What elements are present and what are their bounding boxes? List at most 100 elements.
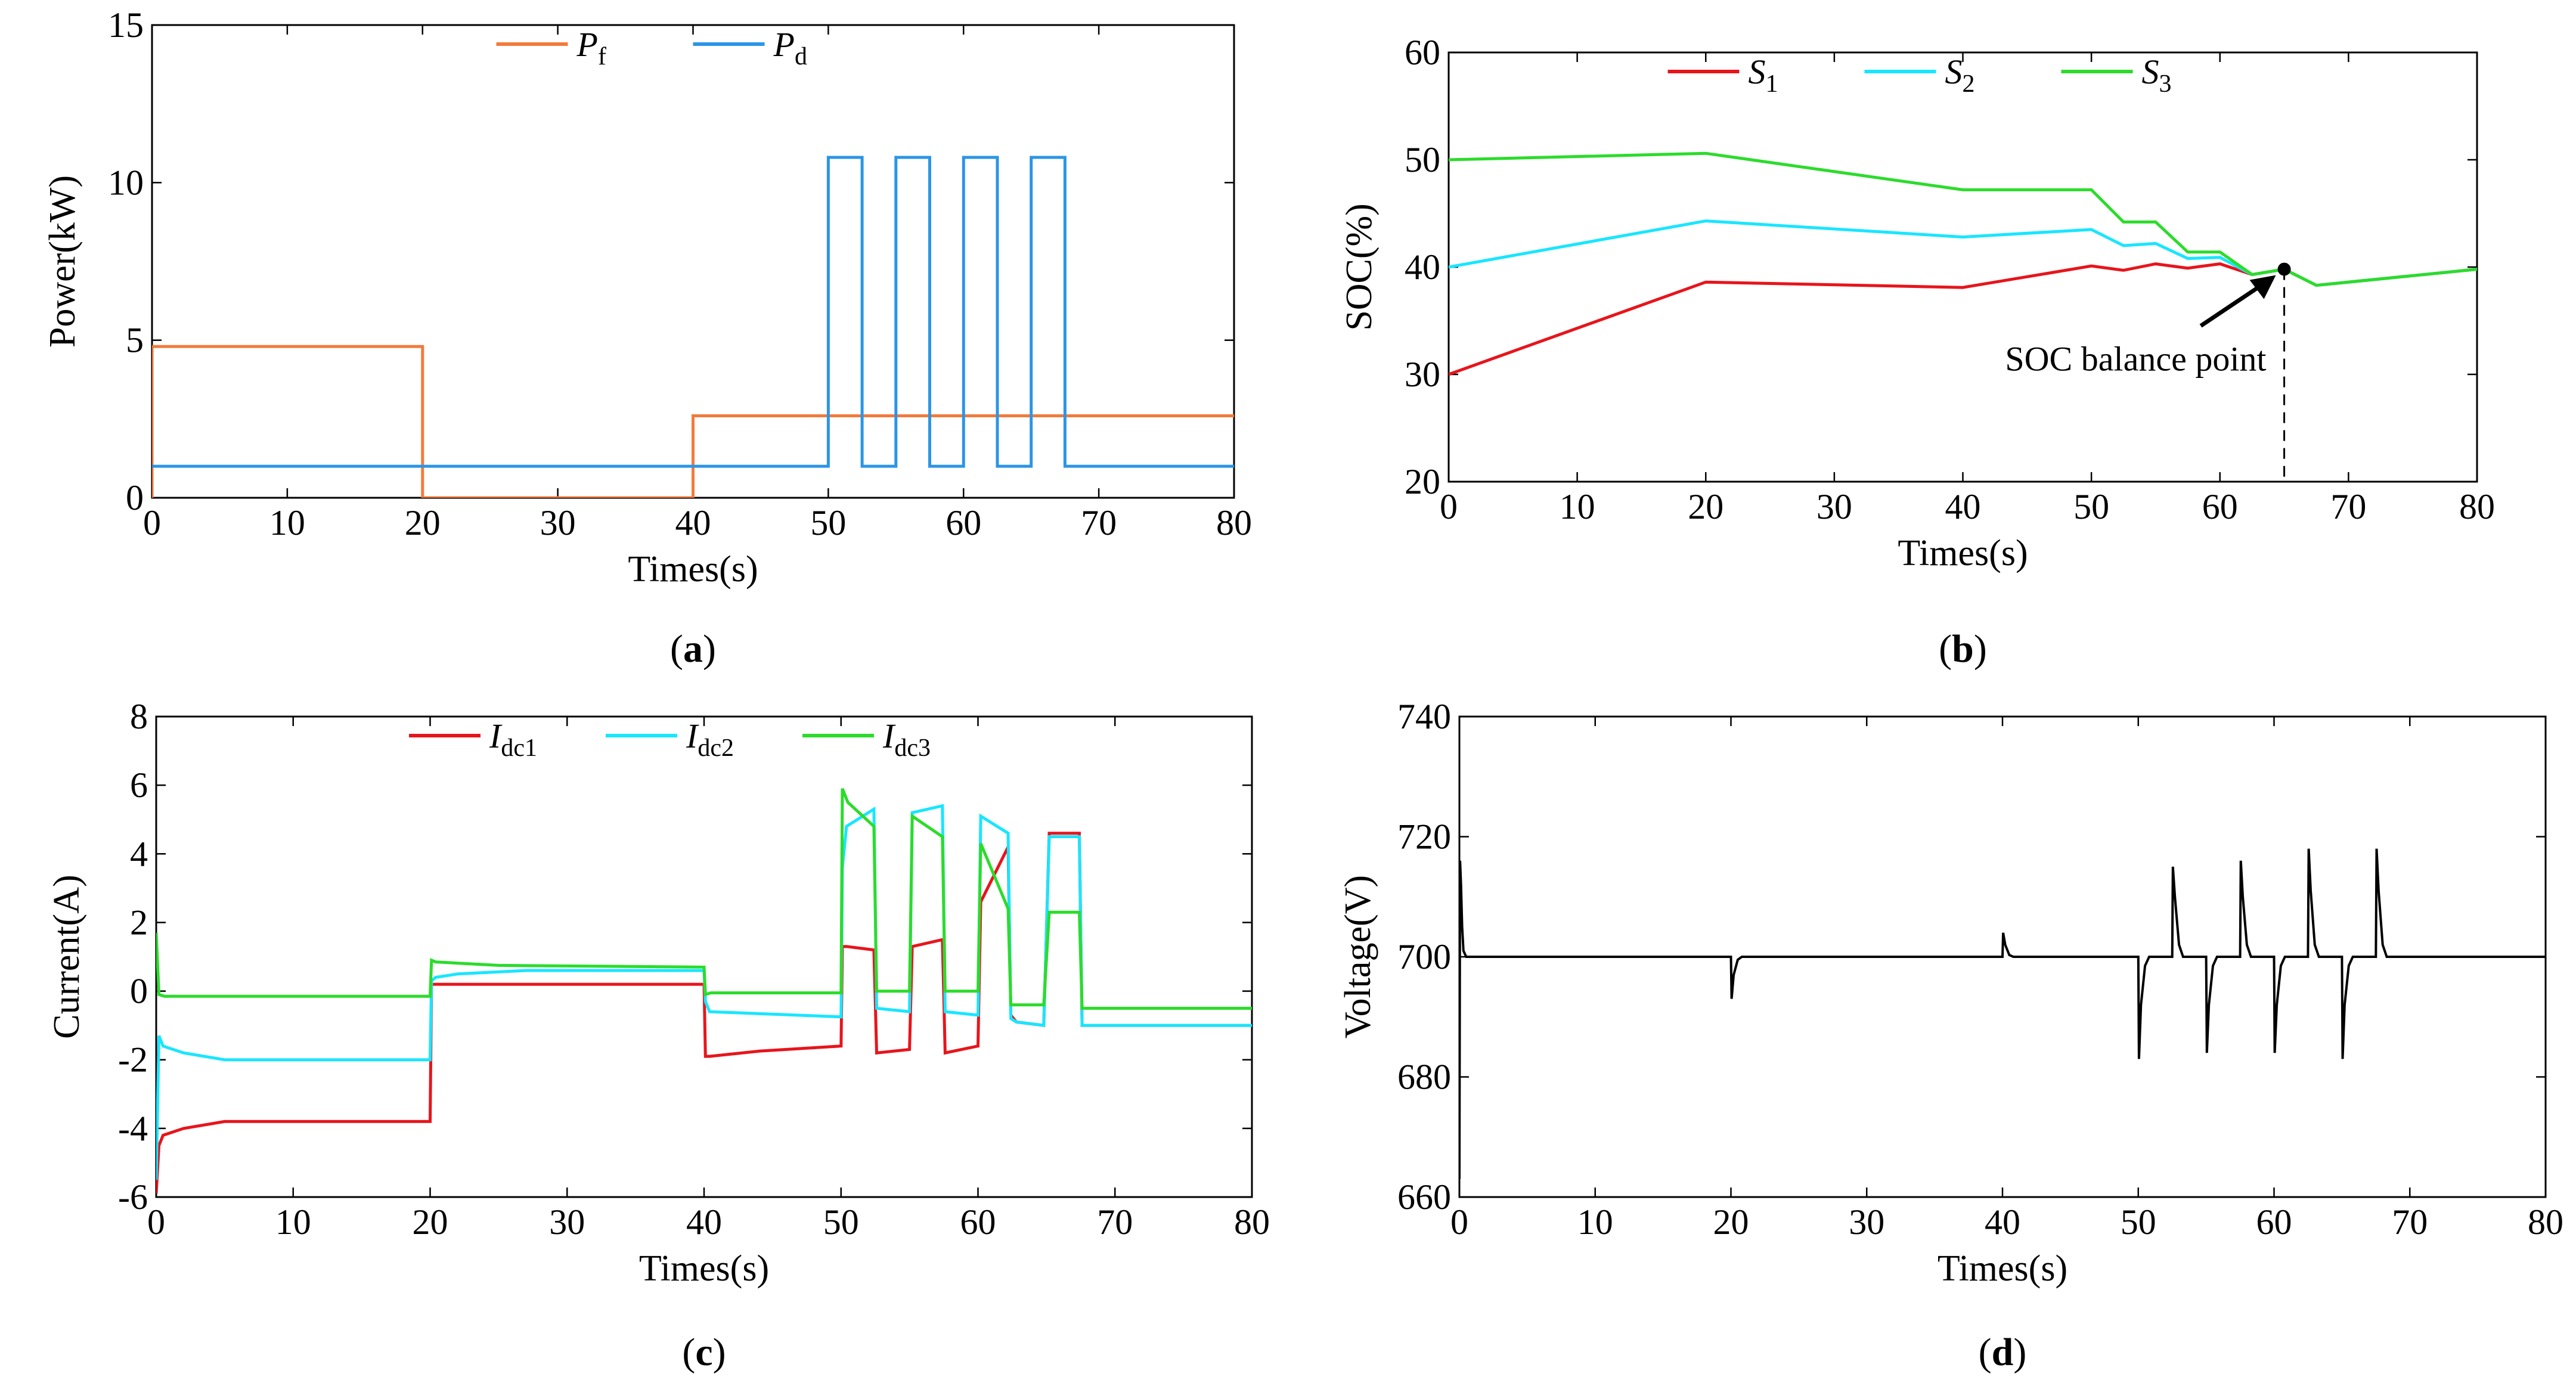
y-axis-label: SOC(%) bbox=[1339, 203, 1380, 331]
x-axis-label: Times(s) bbox=[628, 549, 758, 590]
series-line-Pd bbox=[152, 156, 1234, 468]
x-tick-label: 10 bbox=[1577, 1202, 1613, 1242]
annotation-label: SOC balance point bbox=[2005, 340, 2266, 379]
x-tick-label: 10 bbox=[275, 1202, 311, 1242]
y-tick-label: 2 bbox=[130, 903, 148, 942]
y-tick-label: 50 bbox=[1405, 140, 1440, 179]
y-axis-label: Current(A) bbox=[47, 875, 87, 1038]
y-tick-label: 20 bbox=[1405, 462, 1440, 501]
y-tick-label: 10 bbox=[108, 163, 144, 202]
x-tick-label: 40 bbox=[1985, 1202, 2020, 1242]
y-axis-label: Voltage(V) bbox=[1338, 875, 1378, 1038]
x-tick-label: 70 bbox=[2392, 1202, 2428, 1242]
y-tick-label: 8 bbox=[130, 697, 148, 736]
chart-c: 0 10 20 30 40 50 60 70 80 -6 -4 -2 0 2 4 6 8 Times(s) Curr… bbox=[47, 697, 1270, 1374]
x-tick-label: 70 bbox=[1097, 1202, 1133, 1242]
x-tick-label: 50 bbox=[2073, 487, 2109, 526]
x-tick-label: 60 bbox=[2202, 487, 2238, 526]
caption: (c) bbox=[682, 1331, 726, 1374]
y-tick-label: 680 bbox=[1397, 1058, 1451, 1097]
x-tick-label: 60 bbox=[960, 1202, 996, 1242]
y-tick-label: 0 bbox=[126, 478, 144, 517]
chart-d: 0 10 20 30 40 50 60 70 80 660 680 700 720 740 Times(s)… bbox=[1338, 697, 2563, 1374]
y-axis-label: Power(kW) bbox=[42, 175, 83, 348]
series-line-voltage bbox=[1459, 848, 2546, 1179]
x-tick-label: 80 bbox=[1234, 1202, 1270, 1242]
x-tick-label: 40 bbox=[1945, 487, 1981, 526]
series-line-Idc2 bbox=[156, 804, 1252, 1180]
legend-item: Pf bbox=[496, 25, 606, 70]
x-tick-label: 70 bbox=[1081, 503, 1117, 542]
x-tick-label: 80 bbox=[2528, 1202, 2563, 1242]
legend-label: Idc3 bbox=[882, 717, 931, 762]
legend-item: Pd bbox=[693, 25, 807, 70]
caption: (d) bbox=[1979, 1331, 2027, 1374]
x-tick-label: 60 bbox=[2256, 1202, 2292, 1242]
legend-item: Idc3 bbox=[802, 717, 931, 762]
y-tick-label: 60 bbox=[1405, 33, 1440, 72]
x-tick-label: 0 bbox=[1450, 1202, 1468, 1242]
balance-point-marker bbox=[2277, 262, 2291, 276]
caption: (a) bbox=[670, 627, 716, 671]
caption: (b) bbox=[1939, 627, 1987, 671]
x-tick-label: 20 bbox=[1688, 487, 1723, 526]
series-line-Pf bbox=[152, 345, 1234, 498]
legend-label: S1 bbox=[1749, 52, 1778, 98]
legend-item: Idc1 bbox=[409, 717, 537, 762]
y-tick-label: 740 bbox=[1397, 697, 1451, 736]
y-tick-label: 4 bbox=[130, 834, 148, 873]
y-tick-label: 15 bbox=[108, 5, 144, 45]
x-tick-label: 10 bbox=[269, 503, 305, 542]
x-tick-label: 40 bbox=[675, 503, 711, 542]
plot-frame bbox=[1447, 51, 2478, 483]
annotation-arrowhead bbox=[2249, 275, 2276, 299]
y-tick-label: 5 bbox=[126, 321, 144, 360]
legend-label: Pd bbox=[773, 25, 807, 70]
y-tick-label: 30 bbox=[1405, 355, 1440, 394]
legend-label: S3 bbox=[2142, 52, 2172, 98]
x-tick-label: 0 bbox=[147, 1202, 165, 1242]
legend-label: Idc1 bbox=[489, 717, 537, 762]
legend-label: Pf bbox=[576, 25, 606, 70]
x-tick-label: 80 bbox=[1216, 503, 1252, 542]
x-tick-label: 10 bbox=[1560, 487, 1595, 526]
x-tick-label: 80 bbox=[2459, 487, 2495, 526]
y-tick-label: 6 bbox=[130, 765, 148, 805]
x-tick-label: 50 bbox=[823, 1202, 859, 1242]
legend-item: S2 bbox=[1864, 52, 1975, 98]
x-tick-label: 30 bbox=[1816, 487, 1852, 526]
x-tick-label: 70 bbox=[2330, 487, 2366, 526]
y-tick-label: 700 bbox=[1397, 937, 1451, 976]
legend-item: S3 bbox=[2061, 52, 2172, 98]
x-tick-label: 20 bbox=[405, 503, 441, 542]
x-tick-label: 20 bbox=[1713, 1202, 1749, 1242]
series-line-Idc3 bbox=[156, 787, 1252, 1010]
x-tick-label: 50 bbox=[2121, 1202, 2156, 1242]
x-tick-label: 0 bbox=[143, 503, 161, 542]
x-axis-label: Times(s) bbox=[1898, 533, 2028, 573]
x-tick-label: 20 bbox=[413, 1202, 448, 1242]
legend-item: Idc2 bbox=[606, 717, 734, 762]
legend-label: S2 bbox=[1945, 52, 1975, 98]
y-tick-label: -4 bbox=[118, 1109, 148, 1148]
plot-frame bbox=[155, 715, 1253, 1198]
x-tick-label: 0 bbox=[1440, 487, 1458, 526]
x-tick-label: 50 bbox=[810, 503, 846, 542]
y-tick-label: -6 bbox=[118, 1177, 148, 1217]
x-tick-label: 60 bbox=[946, 503, 981, 542]
legend-item: S1 bbox=[1667, 52, 1778, 98]
y-tick-label: 720 bbox=[1397, 817, 1451, 857]
x-tick-label: 30 bbox=[1849, 1202, 1884, 1242]
chart-a: 0 10 20 30 40 50 60 70 80 0 5 10 15 Times(s) Power(kW)… bbox=[42, 5, 1252, 671]
y-tick-label: 40 bbox=[1405, 247, 1440, 287]
y-tick-label: 660 bbox=[1397, 1177, 1451, 1217]
chart-b: 0 10 20 30 40 50 60 70 80 20 30 40 50 60 Times(s) SOC(%… bbox=[1339, 33, 2495, 671]
x-axis-label: Times(s) bbox=[639, 1248, 769, 1289]
x-tick-label: 30 bbox=[549, 1202, 585, 1242]
x-tick-label: 40 bbox=[686, 1202, 722, 1242]
x-tick-label: 30 bbox=[540, 503, 576, 542]
y-tick-label: -2 bbox=[118, 1040, 148, 1080]
y-tick-label: 0 bbox=[130, 972, 148, 1011]
x-axis-label: Times(s) bbox=[1938, 1248, 2067, 1289]
